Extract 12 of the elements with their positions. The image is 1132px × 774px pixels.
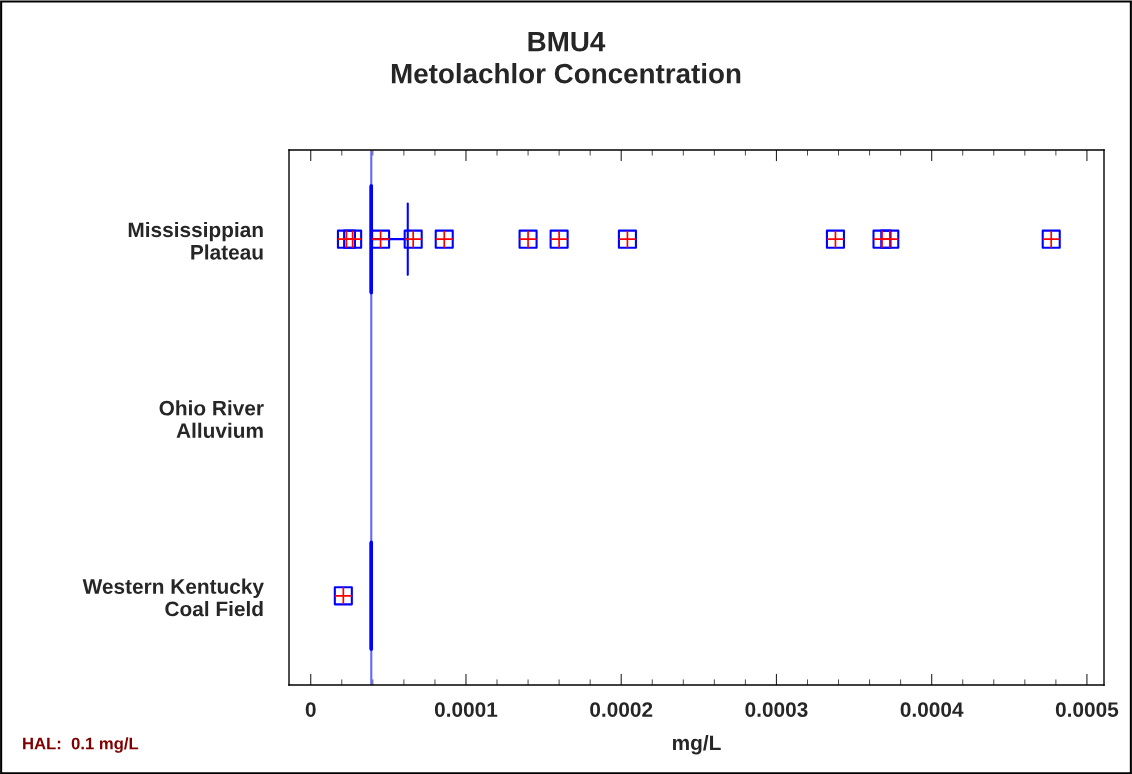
chart-title: BMU4 Metolachlor Concentration bbox=[391, 32, 741, 84]
x-tick-label: 0.0003 bbox=[745, 702, 808, 717]
x-tick-label: 0.0004 bbox=[900, 702, 964, 717]
x-tick-label: 0.0002 bbox=[590, 702, 653, 717]
text: HAL: 0.1 mg/L bbox=[23, 737, 139, 753]
y-tick-label: Mississippian Plateau bbox=[128, 221, 263, 260]
x-tick-label: 0.0001 bbox=[434, 702, 498, 717]
x-tick-label: 0.0005 bbox=[1055, 702, 1119, 717]
y-tick-label: Western Kentucky Coal Field bbox=[82, 578, 264, 617]
x-axis-title: mg/L bbox=[672, 734, 721, 755]
y-tick-label: Ohio River Alluvium bbox=[159, 400, 264, 438]
x-tick-label: 0 bbox=[305, 702, 316, 717]
